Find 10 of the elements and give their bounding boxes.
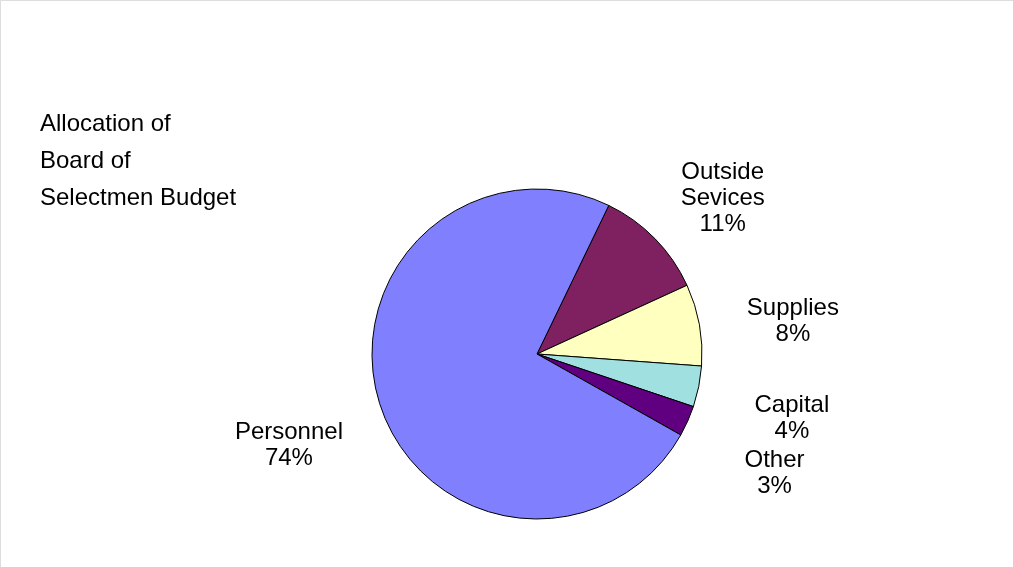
slice-label: Outside Sevices: [680, 157, 765, 211]
slice-label: Capital: [754, 390, 830, 418]
slice-label: Supplies: [746, 292, 839, 320]
chart-title: Allocation of Board of Selectmen Budget: [40, 109, 237, 210]
data-label: 11%: [699, 209, 746, 237]
data-label: 4%: [774, 416, 810, 444]
slice-label: Other: [744, 444, 805, 472]
data-label: 74%: [264, 442, 313, 470]
slice-label: Personnel: [234, 416, 343, 444]
data-label: 3%: [757, 470, 792, 498]
